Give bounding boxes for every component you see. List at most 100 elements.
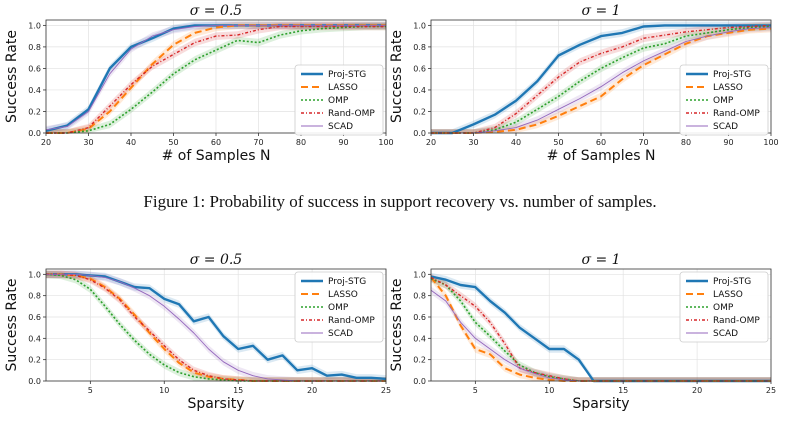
y-tick-label: 1.0 <box>413 270 426 279</box>
y-tick-label: 0.6 <box>413 64 426 73</box>
chart-panel-2: 20 30 40 50 60 70 80 90 100 0.0 0.2 0.4 0.6 0.8 1.0 σ =… <box>389 3 779 164</box>
series-line-2 <box>431 27 772 134</box>
legend: Proj-STG LASSO OMP Rand-OMP SCAD <box>294 271 384 343</box>
x-tick-label: 15 <box>233 386 243 395</box>
y-tick-label: 1.0 <box>28 270 41 279</box>
x-tick-label: 15 <box>618 386 628 395</box>
legend: Proj-STG LASSO OMP Rand-OMP SCAD <box>679 271 769 343</box>
legend-box <box>679 64 769 136</box>
x-tick-label: 10 <box>544 386 554 395</box>
x-tick-label: 40 <box>126 138 136 147</box>
y-tick-label: 0.8 <box>28 43 41 52</box>
legend: Proj-STG LASSO OMP Rand-OMP SCAD <box>679 64 769 136</box>
y-tick-label: 1.0 <box>28 21 41 30</box>
x-tick-label: 25 <box>766 386 776 395</box>
x-tick-label: 20 <box>692 386 702 395</box>
y-tick-label: 0.6 <box>28 313 41 322</box>
legend: Proj-STG LASSO OMP Rand-OMP SCAD <box>294 64 384 136</box>
legend-label-5: SCAD <box>328 329 353 339</box>
x-tick-label: 80 <box>296 138 306 147</box>
x-tick-label: 20 <box>426 138 436 147</box>
legend-label-4: Rand-OMP <box>713 316 760 326</box>
legend-label-5: SCAD <box>328 122 353 132</box>
panel-title: σ = 0.5 <box>190 3 243 19</box>
plot-frame <box>45 268 387 382</box>
legend-label-2: LASSO <box>328 83 358 93</box>
x-tick-label: 90 <box>723 138 733 147</box>
legend-label-2: LASSO <box>713 290 743 300</box>
x-tick-label: 30 <box>468 138 478 147</box>
chart-panel-1: 20 30 40 50 60 70 80 90 100 0.0 0.2 0.4 0.6 0.8 1.0 σ =… <box>4 3 394 164</box>
chart-panel-4: 5 10 15 20 25 0.0 0.2 0.4 0.6 0.8 1.0 σ = 1 Sparsity… <box>389 252 776 412</box>
legend-label-1: Proj-STG <box>713 277 751 287</box>
x-tick-label: 60 <box>211 138 221 147</box>
x-tick-label: 5 <box>473 386 478 395</box>
y-tick-label: 0.6 <box>413 313 426 322</box>
y-tick-label: 0.8 <box>413 43 426 52</box>
legend-label-3: OMP <box>713 96 734 106</box>
plot-frame <box>430 268 772 382</box>
legend-label-3: OMP <box>713 303 734 313</box>
x-tick-label: 20 <box>307 386 317 395</box>
legend-label-1: Proj-STG <box>713 70 751 80</box>
y-tick-label: 0.0 <box>28 377 41 386</box>
series-band-5 <box>46 270 386 381</box>
y-tick-label: 0.4 <box>28 86 41 95</box>
legend-label-2: LASSO <box>328 290 358 300</box>
y-tick-label: 0.4 <box>413 86 426 95</box>
series-line-5 <box>45 24 386 131</box>
y-axis-label: Success Rate <box>389 30 405 123</box>
y-tick-label: 0.0 <box>413 129 426 138</box>
chart-panel-3: 5 10 15 20 25 0.0 0.2 0.4 0.6 0.8 1.0 σ = 0.5 Sparsi… <box>4 252 391 412</box>
legend-label-4: Rand-OMP <box>328 109 375 119</box>
y-tick-label: 0.2 <box>413 107 426 116</box>
series-line-1 <box>431 24 771 135</box>
figure-caption: Figure 1: Probability of success in supp… <box>143 192 656 211</box>
series-line-1 <box>46 273 387 381</box>
x-tick-label: 20 <box>41 138 51 147</box>
legend-label-5: SCAD <box>713 329 738 339</box>
y-tick-label: 0.4 <box>28 334 41 343</box>
y-tick-label: 0.2 <box>413 356 426 365</box>
series-line-4 <box>46 25 386 134</box>
x-tick-label: 70 <box>253 138 263 147</box>
series-band-3 <box>46 270 386 381</box>
y-axis-label: Success Rate <box>389 279 405 372</box>
series-line-5 <box>431 27 772 134</box>
series-line-4 <box>431 24 772 134</box>
y-tick-label: 0.2 <box>28 107 41 116</box>
x-axis-label: Sparsity <box>187 396 244 412</box>
y-tick-label: 0.0 <box>28 129 41 138</box>
series-line-3 <box>431 25 772 134</box>
x-tick-label: 50 <box>168 138 178 147</box>
legend-box <box>294 64 384 136</box>
legend-label-5: SCAD <box>713 122 738 132</box>
legend-label-4: Rand-OMP <box>328 316 375 326</box>
x-tick-label: 100 <box>378 138 393 147</box>
y-tick-label: 0.8 <box>413 292 426 301</box>
legend-label-2: LASSO <box>713 83 743 93</box>
y-axis-label: Success Rate <box>4 279 20 372</box>
y-axis-label: Success Rate <box>4 30 20 123</box>
x-axis-label: Sparsity <box>572 396 629 412</box>
x-tick-label: 40 <box>511 138 521 147</box>
legend-label-3: OMP <box>328 96 349 106</box>
x-tick-label: 30 <box>83 138 93 147</box>
y-tick-label: 0.6 <box>28 64 41 73</box>
legend-label-4: Rand-OMP <box>713 109 760 119</box>
legend-label-3: OMP <box>328 303 349 313</box>
x-tick-label: 90 <box>338 138 348 147</box>
y-tick-label: 0.0 <box>413 377 426 386</box>
y-tick-label: 0.8 <box>28 292 41 301</box>
legend-label-1: Proj-STG <box>328 70 366 80</box>
series-band-1 <box>431 272 771 381</box>
y-tick-label: 1.0 <box>413 21 426 30</box>
x-axis-label: # of Samples N <box>162 148 271 164</box>
legend-box <box>294 271 384 343</box>
legend-label-1: Proj-STG <box>328 277 366 287</box>
y-tick-label: 0.2 <box>28 356 41 365</box>
x-tick-label: 25 <box>381 386 391 395</box>
legend-box <box>679 271 769 343</box>
x-tick-label: 50 <box>553 138 563 147</box>
